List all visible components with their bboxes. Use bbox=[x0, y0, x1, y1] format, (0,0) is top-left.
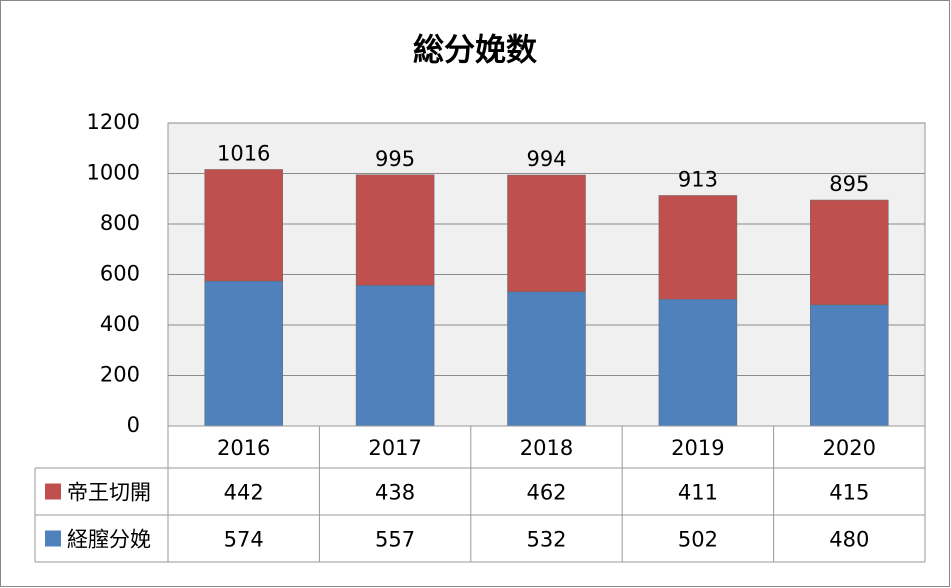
table-value: 502 bbox=[678, 528, 718, 552]
bar-segment bbox=[507, 174, 586, 292]
table-value: 462 bbox=[526, 481, 566, 505]
table-value: 532 bbox=[526, 528, 566, 552]
y-tick-label: 800 bbox=[100, 211, 140, 235]
y-tick-label: 0 bbox=[127, 413, 140, 437]
legend-label: 帝王切開 bbox=[67, 481, 151, 505]
bar-segment bbox=[507, 291, 586, 427]
total-label: 913 bbox=[678, 167, 718, 191]
bar-segment bbox=[810, 304, 889, 427]
bar-segment bbox=[204, 169, 283, 282]
chart-title: 総分娩数 bbox=[413, 33, 537, 69]
bar-segment bbox=[355, 174, 435, 286]
legend-swatch bbox=[45, 483, 61, 500]
x-tick-label: 2019 bbox=[671, 436, 724, 460]
x-tick-label: 2018 bbox=[520, 436, 573, 460]
table-value: 438 bbox=[375, 481, 415, 505]
total-label: 994 bbox=[526, 147, 566, 171]
table-value: 480 bbox=[829, 528, 869, 552]
x-tick-label: 2020 bbox=[823, 436, 876, 460]
bar-segment bbox=[658, 298, 738, 427]
x-tick-label: 2017 bbox=[368, 436, 421, 460]
y-tick-label: 1200 bbox=[87, 110, 140, 134]
y-tick-label: 1000 bbox=[87, 161, 140, 185]
bar-segment bbox=[658, 195, 738, 300]
table-value: 411 bbox=[678, 481, 718, 505]
bar-segment bbox=[355, 285, 435, 427]
y-tick-label: 600 bbox=[100, 262, 140, 286]
table-value: 415 bbox=[829, 481, 869, 505]
bar-segment bbox=[810, 199, 889, 306]
table-value: 574 bbox=[224, 528, 264, 552]
y-tick-label: 200 bbox=[100, 363, 140, 387]
y-tick-label: 400 bbox=[100, 312, 140, 336]
bar-segment bbox=[204, 280, 283, 427]
total-label: 995 bbox=[375, 147, 415, 171]
total-label: 895 bbox=[829, 172, 869, 196]
x-tick-label: 2016 bbox=[217, 436, 270, 460]
total-label: 1016 bbox=[217, 141, 270, 165]
table-value: 442 bbox=[224, 481, 264, 505]
table-value: 557 bbox=[375, 528, 415, 552]
legend-swatch bbox=[45, 530, 61, 547]
legend-label: 経膣分娩 bbox=[67, 528, 151, 552]
